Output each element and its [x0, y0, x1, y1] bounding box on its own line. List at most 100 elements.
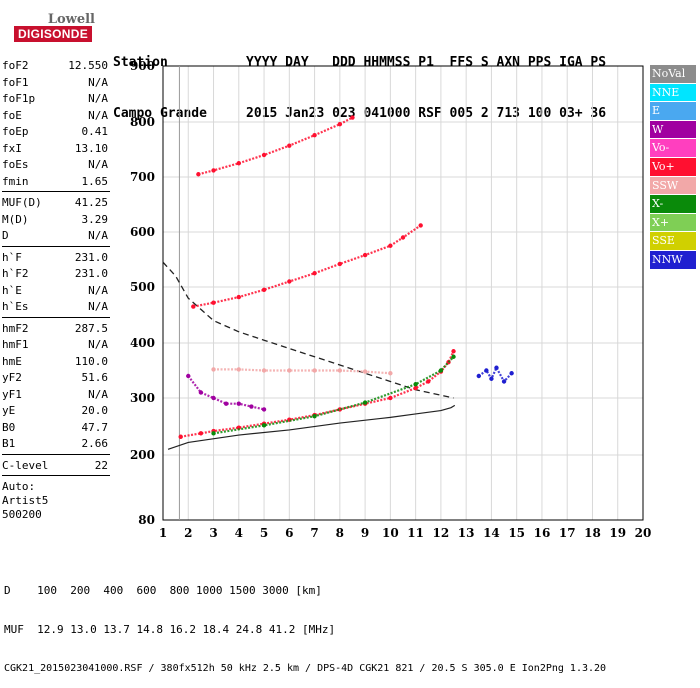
param-key: h`F2 [2, 267, 29, 280]
x-tick-label: 17 [559, 526, 576, 540]
param-key: C-level [2, 458, 49, 472]
plot-frame [162, 65, 644, 521]
param-key: hmF2 [2, 321, 29, 335]
legend-item: Vo- [650, 139, 696, 157]
param-row: h`F 231.0 [2, 250, 110, 267]
y-tick-label: 200 [130, 448, 155, 462]
param-key: yF1 [2, 387, 22, 401]
param-row: D N/A [2, 228, 110, 245]
x-tick-label: 1 [159, 526, 167, 540]
ionogram-chart: 1 2 3 4 5 6 7 8 9 10 11 12 13 14 15 16 17 18 19 20802003004… [130, 59, 651, 540]
param-value: 231.0 [74, 267, 108, 280]
param-value: N/A [88, 108, 108, 122]
divider [2, 316, 110, 318]
param-row: foF2 12.550 [2, 58, 110, 75]
legend-item: X+ [650, 213, 696, 232]
x-tick-label: 4 [235, 526, 243, 540]
x-tick-label: 18 [584, 526, 601, 540]
param-key: foF1p [2, 92, 36, 105]
x-tick-label: 14 [483, 526, 500, 540]
x-tick-label: 11 [407, 526, 424, 540]
param-key: fmin [2, 174, 29, 188]
digisonde-logo: Lowell DIGISONDE [4, 4, 99, 48]
y-tick-label: 400 [130, 336, 155, 350]
param-value: 41.25 [74, 196, 108, 209]
param-value: 110.0 [74, 354, 108, 368]
param-row: MUF(D) 41.25 [2, 195, 110, 212]
param-row: foE N/A [2, 108, 110, 125]
trace-line [187, 375, 265, 411]
param-value: N/A [88, 283, 108, 297]
autoscaling-info: Auto: Artist5 500200 [2, 480, 110, 522]
param-group-1: foF2 12.550 foF1 N/A foF1p N/A foE N/A foEp 0.41 f… [2, 58, 110, 190]
x-tick-label: 6 [285, 526, 293, 540]
brand-line1: Lowell [47, 12, 95, 27]
param-key: yE [2, 404, 16, 417]
param-row: foF1p N/A [2, 91, 110, 108]
y-tick-label: 500 [130, 280, 155, 294]
divider [2, 475, 110, 476]
param-key: foF2 [2, 59, 29, 72]
x-tick-label: 9 [361, 526, 369, 540]
param-key: yF2 [2, 371, 22, 384]
divider [2, 453, 110, 455]
muf-curve [162, 261, 454, 399]
param-key: foEs [2, 158, 29, 171]
brand-line2: DIGISONDE [14, 26, 93, 42]
param-value: N/A [88, 229, 108, 242]
footer-muf: MUF 12.9 13.0 13.7 14.8 16.2 18.4 24.8 4… [4, 623, 336, 636]
param-key: foEp [2, 125, 29, 138]
x-tick-label: 8 [336, 526, 344, 540]
x-tick-label: 12 [433, 526, 450, 540]
param-group-4: hmF2 287.5 hmF1 N/A hmE 110.0 yF2 51.6 yF1 N/A yE 2… [2, 321, 110, 453]
param-row: fxI 13.10 [2, 141, 110, 158]
param-key: foE [2, 108, 22, 122]
param-row: hmF2 287.5 [2, 321, 110, 338]
param-key: h`F [2, 250, 22, 264]
x-tick-label: 7 [310, 526, 318, 540]
x-tick-label: 3 [209, 526, 217, 540]
param-row: hmE 110.0 [2, 354, 110, 371]
param-key: B1 [2, 437, 16, 450]
legend-item: NoVal [650, 65, 696, 83]
x-tick-label: 10 [382, 526, 399, 540]
parameter-panel: foF2 12.550 foF1 N/A foF1p N/A foE N/A foEp 0.41 f… [2, 58, 110, 522]
param-value: N/A [88, 387, 108, 401]
param-row: h`Es N/A [2, 299, 110, 316]
auto-version: 500200 [2, 508, 42, 521]
footer-distance: D 100 200 400 600 800 1000 1500 3000 [km… [4, 584, 322, 597]
divider [2, 191, 110, 192]
auto-program: Artist5 [2, 494, 49, 507]
param-key: M(D) [2, 212, 29, 226]
param-value: N/A [88, 92, 108, 105]
auto-label: Auto: [2, 480, 36, 493]
footer-info: D 100 200 400 600 800 1000 1500 3000 [km… [4, 558, 606, 688]
param-value: N/A [88, 300, 108, 313]
param-row: h`E N/A [2, 283, 110, 300]
param-row: yE 20.0 [2, 403, 110, 420]
param-key: MUF(D) [2, 196, 42, 209]
x-tick-label: 2 [184, 526, 192, 540]
x-tick-label: 15 [508, 526, 525, 540]
legend-item: SSW [650, 176, 696, 195]
param-value: 231.0 [74, 250, 108, 264]
param-group-2: MUF(D) 41.25 M(D) 3.29 D N/A [2, 195, 110, 245]
x-tick-label: 13 [458, 526, 475, 540]
param-row: foF1 N/A [2, 75, 110, 92]
trace-line [180, 350, 455, 438]
param-group-3: h`F 231.0 h`F2 231.0 h`E N/A h`Es N/A [2, 250, 110, 316]
trace-line [198, 116, 353, 176]
param-group-5: C-level 22 [2, 458, 110, 475]
param-key: B0 [2, 420, 16, 434]
x-tick-label: 16 [534, 526, 551, 540]
trace-line [213, 356, 455, 435]
param-value: 22 [94, 458, 108, 472]
param-value: N/A [88, 158, 108, 171]
param-key: foF1 [2, 75, 29, 89]
footer-file: CGK21_2015023041000.RSF / 380fx512h 50 k… [4, 663, 607, 674]
param-key: hmF1 [2, 338, 29, 351]
trace-line [478, 365, 513, 384]
param-key: h`Es [2, 300, 29, 313]
param-key: D [2, 229, 9, 242]
param-key: h`E [2, 283, 22, 297]
